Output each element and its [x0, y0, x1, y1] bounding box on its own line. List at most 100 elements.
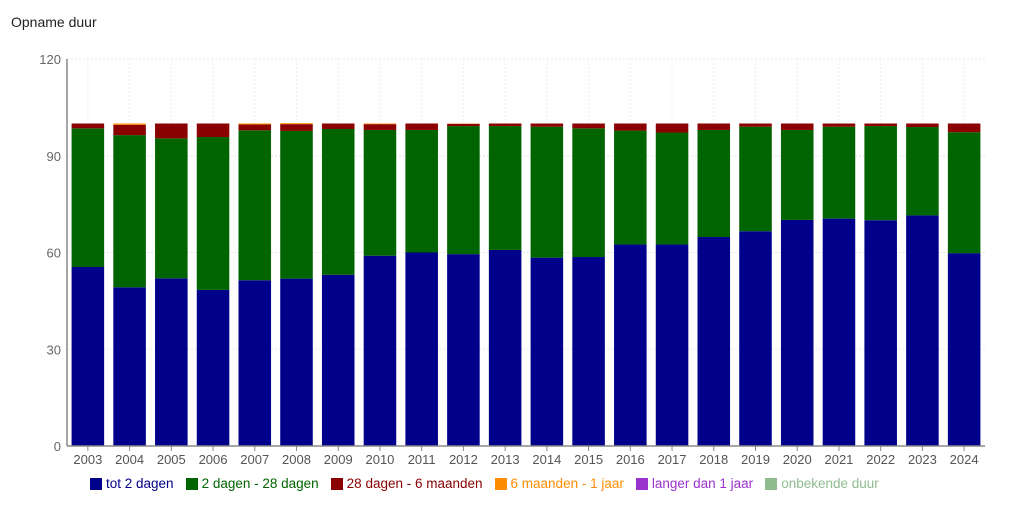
bar-segment — [238, 280, 271, 446]
x-tick-label: 2010 — [365, 452, 394, 467]
legend-swatch — [186, 478, 198, 490]
y-tick-label: 120 — [39, 52, 61, 67]
bar-segment — [155, 138, 188, 278]
x-tick-label: 2019 — [741, 452, 770, 467]
bar-segment — [572, 128, 605, 257]
legend-swatch — [636, 478, 648, 490]
bar-segment — [906, 215, 939, 446]
bar-segment — [113, 125, 146, 135]
legend-label: onbekende duur — [781, 476, 879, 491]
bar-segment — [72, 128, 105, 267]
legend-item[interactable]: 6 maanden - 1 jaar — [495, 476, 624, 491]
bar-segment — [447, 126, 480, 254]
x-tick-label: 2023 — [908, 452, 937, 467]
bar-segment — [572, 124, 605, 129]
x-tick-label: 2006 — [199, 452, 228, 467]
bar-segment — [489, 250, 522, 446]
x-tick-label: 2017 — [658, 452, 687, 467]
bar-segment — [405, 124, 438, 130]
bar-segment — [781, 124, 814, 130]
bar-segment — [739, 127, 772, 231]
bar-segment — [864, 124, 897, 127]
x-tick-label: 2022 — [866, 452, 895, 467]
bar-segment — [72, 267, 105, 446]
bar-segment — [781, 130, 814, 220]
bar-segment — [906, 127, 939, 215]
legend-item[interactable]: tot 2 dagen — [90, 476, 174, 491]
bar-segment — [656, 133, 689, 245]
x-tick-label: 2009 — [324, 452, 353, 467]
bar-segment — [906, 124, 939, 128]
bar-segment — [572, 257, 605, 446]
bar-segment — [823, 127, 856, 219]
bar-segment — [197, 137, 230, 290]
bar-segment — [531, 127, 564, 258]
bar-segment — [322, 275, 355, 446]
bar-segment — [864, 220, 897, 446]
bar-segment — [113, 135, 146, 287]
bar-segment — [280, 123, 313, 124]
legend-label: 6 maanden - 1 jaar — [511, 476, 624, 491]
bar-segment — [155, 278, 188, 446]
x-tick-label: 2011 — [408, 452, 436, 467]
legend-label: tot 2 dagen — [106, 476, 174, 491]
bar-segment — [280, 131, 313, 279]
bar-segment — [656, 124, 689, 133]
legend-swatch — [495, 478, 507, 490]
bar-segment — [364, 256, 397, 446]
x-tick-label: 2005 — [157, 452, 186, 467]
bar-segment — [489, 124, 522, 127]
y-tick-label: 30 — [47, 342, 61, 357]
bar-segment — [280, 124, 313, 131]
x-tick-label: 2020 — [783, 452, 812, 467]
bar-segment — [155, 124, 188, 139]
legend-item[interactable]: onbekende duur — [765, 476, 879, 491]
bar-segment — [656, 244, 689, 446]
bar-segment — [113, 124, 146, 125]
bar-segment — [697, 130, 730, 237]
bar-segment — [447, 254, 480, 446]
y-tick-label: 60 — [47, 246, 61, 261]
x-tick-label: 2013 — [491, 452, 520, 467]
bar-segment — [238, 124, 271, 130]
bar-segment — [405, 253, 438, 447]
bar-segment — [72, 124, 105, 129]
x-tick-label: 2016 — [616, 452, 645, 467]
bar-segment — [364, 130, 397, 256]
bar-segment — [614, 244, 647, 446]
x-tick-label: 2012 — [449, 452, 478, 467]
bar-segment — [614, 124, 647, 131]
x-tick-label: 2024 — [950, 452, 979, 467]
bar-segment — [405, 130, 438, 253]
legend-item[interactable]: langer dan 1 jaar — [636, 476, 753, 491]
chart-legend: tot 2 dagen 2 dagen - 28 dagen 28 dagen - … — [90, 476, 879, 491]
bar-segment — [238, 130, 271, 280]
bar-segment — [113, 287, 146, 446]
bar-segment — [739, 231, 772, 446]
bar-segment — [781, 220, 814, 446]
stacked-bar-chart: 0 30 60 90 120 2003 2004 2005 2006 2007 2008 2009 20… — [0, 0, 1024, 470]
bar-segment — [948, 124, 981, 133]
legend-item[interactable]: 28 dagen - 6 maanden — [331, 476, 483, 491]
x-tick-label: 2003 — [73, 452, 102, 467]
bar-segment — [322, 124, 355, 129]
bar-segment — [280, 279, 313, 446]
bar-segment — [948, 253, 981, 446]
bar-segment — [823, 219, 856, 446]
x-tick-label: 2007 — [240, 452, 269, 467]
bar-segment — [364, 124, 397, 125]
legend-label: 2 dagen - 28 dagen — [202, 476, 319, 491]
x-tick-label: 2004 — [115, 452, 144, 467]
bar-segment — [197, 290, 230, 446]
legend-item[interactable]: 2 dagen - 28 dagen — [186, 476, 319, 491]
legend-swatch — [765, 478, 777, 490]
bar-segment — [531, 258, 564, 446]
bar-segment — [364, 124, 397, 130]
bar-segment — [489, 126, 522, 250]
x-tick-label: 2018 — [699, 452, 728, 467]
legend-swatch — [90, 478, 102, 490]
bar-segment — [948, 132, 981, 253]
y-tick-label: 0 — [54, 439, 61, 454]
y-tick-label: 90 — [47, 149, 61, 164]
legend-label: 28 dagen - 6 maanden — [347, 476, 483, 491]
